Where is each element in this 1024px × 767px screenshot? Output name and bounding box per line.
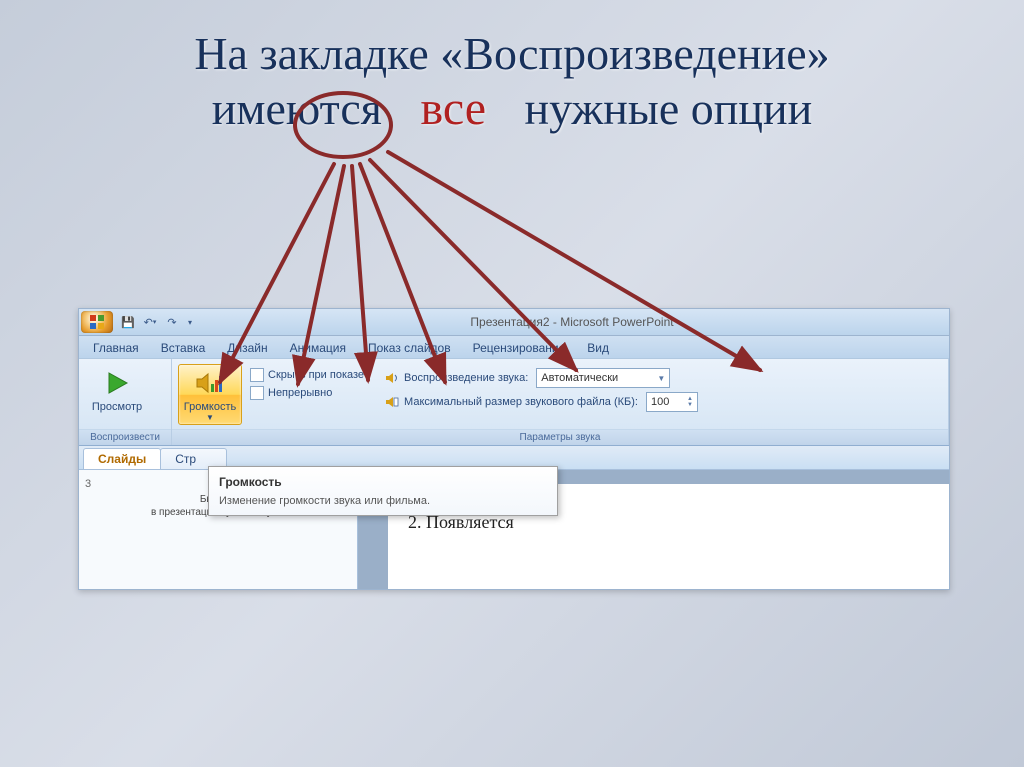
opt-hide-label: Скрыть при показе bbox=[268, 369, 364, 381]
opt-max-label: Максимальный размер звукового файла (КБ)… bbox=[404, 396, 638, 408]
play-icon bbox=[101, 367, 133, 399]
undo-icon: ↶ bbox=[144, 316, 153, 329]
options-right: Воспроизведение звука: Автоматически ▼ М… bbox=[384, 364, 698, 412]
opt-play-label: Воспроизведение звука: bbox=[404, 372, 528, 384]
spinner-down-icon[interactable]: ▼ bbox=[687, 402, 693, 408]
tooltip-body: Изменение громкости звука или фильма. bbox=[219, 495, 430, 507]
speaker-icon bbox=[384, 370, 400, 386]
slide-number: 3 bbox=[85, 478, 91, 490]
tab-slides[interactable]: Слайды bbox=[83, 448, 161, 469]
group-playback: Просмотр Воспроизвести bbox=[79, 359, 172, 445]
title-line2a: имеются bbox=[212, 83, 382, 134]
group-sound-label: Параметры звука bbox=[172, 429, 948, 445]
chevron-down-icon: ▾ bbox=[188, 318, 192, 327]
checkbox-icon[interactable] bbox=[250, 386, 264, 400]
volume-icon bbox=[194, 367, 226, 399]
tab-insert[interactable]: Вставка bbox=[151, 338, 216, 358]
speaker-file-icon bbox=[384, 394, 400, 410]
volume-button[interactable]: Громкость ▼ bbox=[178, 364, 242, 425]
qat-dropdown[interactable]: ▾ bbox=[185, 313, 195, 331]
quick-access-toolbar: 💾 ↶▾ ↷ ▾ bbox=[119, 313, 195, 331]
preview-label: Просмотр bbox=[92, 401, 142, 413]
redo-icon: ↷ bbox=[167, 316, 176, 329]
qat-redo-button[interactable]: ↷ bbox=[163, 313, 181, 331]
opt-loop-label: Непрерывно bbox=[268, 387, 332, 399]
opt-max-size: Максимальный размер звукового файла (КБ)… bbox=[384, 392, 698, 412]
tooltip-title: Громкость bbox=[219, 475, 547, 489]
tab-slideshow[interactable]: Показ слайдов bbox=[358, 338, 461, 358]
group-sound-params: Громкость ▼ Скрыть при показе Непрерывно bbox=[172, 359, 949, 445]
group-playback-label: Воспроизвести bbox=[79, 429, 171, 445]
slide-title: На закладке «Воспроизведение» имеются вс… bbox=[0, 28, 1024, 136]
play-mode-combo[interactable]: Автоматически ▼ bbox=[536, 368, 670, 388]
options-left: Скрыть при показе Непрерывно bbox=[250, 364, 364, 400]
tab-animation[interactable]: Анимация bbox=[280, 338, 356, 358]
chevron-down-icon: ▼ bbox=[651, 374, 665, 383]
title-emphasis-vse: все bbox=[416, 82, 490, 135]
volume-tooltip: Громкость Изменение громкости звука или … bbox=[208, 466, 558, 516]
save-icon: 💾 bbox=[121, 316, 135, 329]
max-size-spinner[interactable]: 100 ▲▼ bbox=[646, 392, 698, 412]
qat-save-button[interactable]: 💾 bbox=[119, 313, 137, 331]
preview-button[interactable]: Просмотр bbox=[85, 364, 149, 416]
tab-review[interactable]: Рецензирование bbox=[463, 338, 576, 358]
titlebar: 💾 ↶▾ ↷ ▾ Презентация2 - Microsoft PowerP… bbox=[79, 309, 949, 336]
tab-view[interactable]: Вид bbox=[577, 338, 619, 358]
tab-home[interactable]: Главная bbox=[83, 338, 149, 358]
volume-label: Громкость bbox=[184, 401, 236, 413]
title-line1: На закладке «Воспроизведение» bbox=[194, 28, 829, 79]
play-mode-value: Автоматически bbox=[541, 372, 618, 384]
opt-hide[interactable]: Скрыть при показе bbox=[250, 368, 364, 382]
opt-play-sound: Воспроизведение звука: Автоматически ▼ bbox=[384, 368, 698, 388]
ribbon: Просмотр Воспроизвести bbox=[79, 358, 949, 446]
opt-loop[interactable]: Непрерывно bbox=[250, 386, 364, 400]
tab-design[interactable]: Дизайн bbox=[217, 338, 277, 358]
ribbon-tabs: Главная Вставка Дизайн Анимация Показ сл… bbox=[79, 336, 949, 358]
title-line2b: нужные опции bbox=[525, 83, 813, 134]
qat-undo-button[interactable]: ↶▾ bbox=[141, 313, 159, 331]
max-size-value: 100 bbox=[651, 396, 669, 408]
chevron-down-icon: ▼ bbox=[206, 413, 214, 422]
office-button[interactable] bbox=[81, 311, 113, 333]
window-title: Презентация2 - Microsoft PowerPoint bbox=[195, 315, 949, 329]
checkbox-icon[interactable] bbox=[250, 368, 264, 382]
powerpoint-screenshot: 💾 ↶▾ ↷ ▾ Презентация2 - Microsoft PowerP… bbox=[78, 308, 950, 590]
